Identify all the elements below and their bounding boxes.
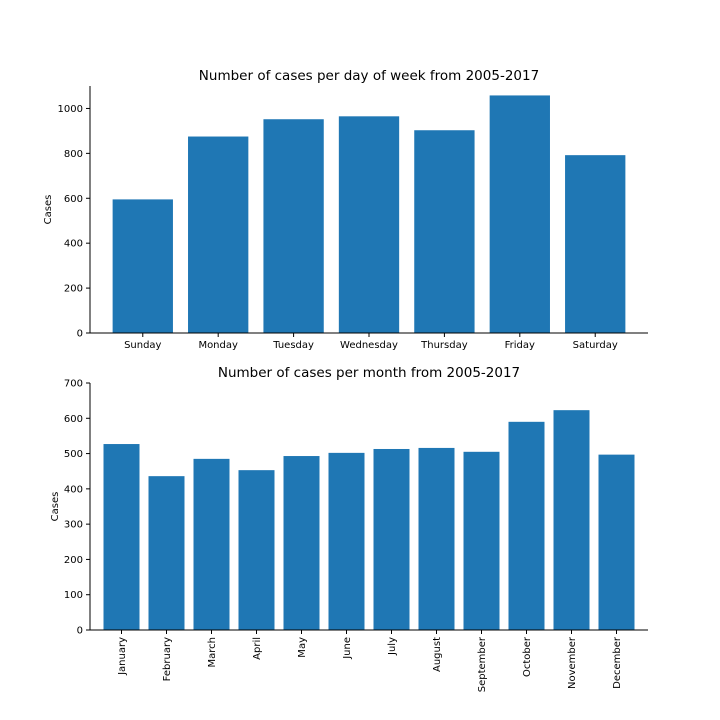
x-tick-label: April: [252, 637, 263, 660]
bar-june: [328, 452, 365, 630]
x-tick-label: Sunday: [124, 340, 161, 351]
bar-tuesday: [263, 119, 324, 333]
x-tick-label: September: [477, 636, 488, 692]
chart-title: Number of cases per day of week from 200…: [199, 68, 539, 84]
y-tick-label: 0: [77, 329, 83, 340]
x-tick-label: Saturday: [573, 340, 618, 351]
x-tick-label: Tuesday: [272, 340, 314, 351]
chart-cases-by-day-of-week: Number of cases per day of week from 200…: [43, 68, 648, 351]
bar-august: [418, 447, 455, 630]
chart-cases-by-month: Number of cases per month from 2005-2017…: [50, 365, 648, 692]
bar-april: [238, 470, 275, 630]
x-tick-label: Thursday: [420, 340, 468, 351]
y-tick-label: 100: [64, 590, 83, 601]
x-tick-label: March: [207, 637, 218, 667]
bar-may: [283, 456, 320, 630]
y-tick-label: 400: [64, 239, 83, 250]
x-tick-label: January: [117, 637, 128, 676]
bar-march: [193, 458, 230, 630]
bar-january: [103, 444, 140, 630]
bar-november: [553, 410, 590, 630]
bar-sunday: [112, 199, 173, 333]
x-tick-label: Friday: [505, 340, 535, 351]
y-tick-label: 1000: [58, 104, 83, 115]
bar-july: [373, 448, 410, 630]
x-tick-label: Monday: [198, 340, 238, 351]
y-tick-label: 300: [64, 520, 83, 531]
bar-monday: [188, 136, 249, 333]
y-tick-label: 700: [64, 379, 83, 390]
bar-december: [598, 454, 635, 630]
x-tick-label: June: [342, 637, 353, 660]
bar-saturday: [565, 155, 626, 333]
y-tick-label: 800: [64, 149, 83, 160]
x-tick-label: November: [567, 636, 578, 689]
x-tick-label: May: [297, 637, 308, 658]
bar-september: [463, 451, 500, 630]
y-axis-label: Cases: [43, 195, 54, 225]
y-tick-label: 600: [64, 194, 83, 205]
y-tick-label: 500: [64, 449, 83, 460]
bar-thursday: [414, 130, 475, 333]
bar-february: [148, 476, 185, 630]
bar-october: [508, 421, 545, 630]
y-axis-label: Cases: [50, 492, 61, 522]
bar-friday: [489, 95, 550, 333]
y-tick-label: 200: [64, 555, 83, 566]
x-tick-label: October: [522, 636, 533, 677]
x-tick-label: December: [612, 636, 623, 689]
y-tick-label: 600: [64, 414, 83, 425]
x-tick-label: February: [162, 637, 173, 681]
y-tick-label: 400: [64, 484, 83, 495]
chart-title: Number of cases per month from 2005-2017: [218, 365, 520, 381]
x-tick-label: July: [387, 637, 398, 656]
y-tick-label: 200: [64, 284, 83, 295]
x-tick-label: August: [432, 637, 443, 672]
x-tick-label: Wednesday: [340, 340, 398, 351]
y-tick-label: 0: [77, 626, 83, 637]
bar-wednesday: [338, 116, 400, 334]
